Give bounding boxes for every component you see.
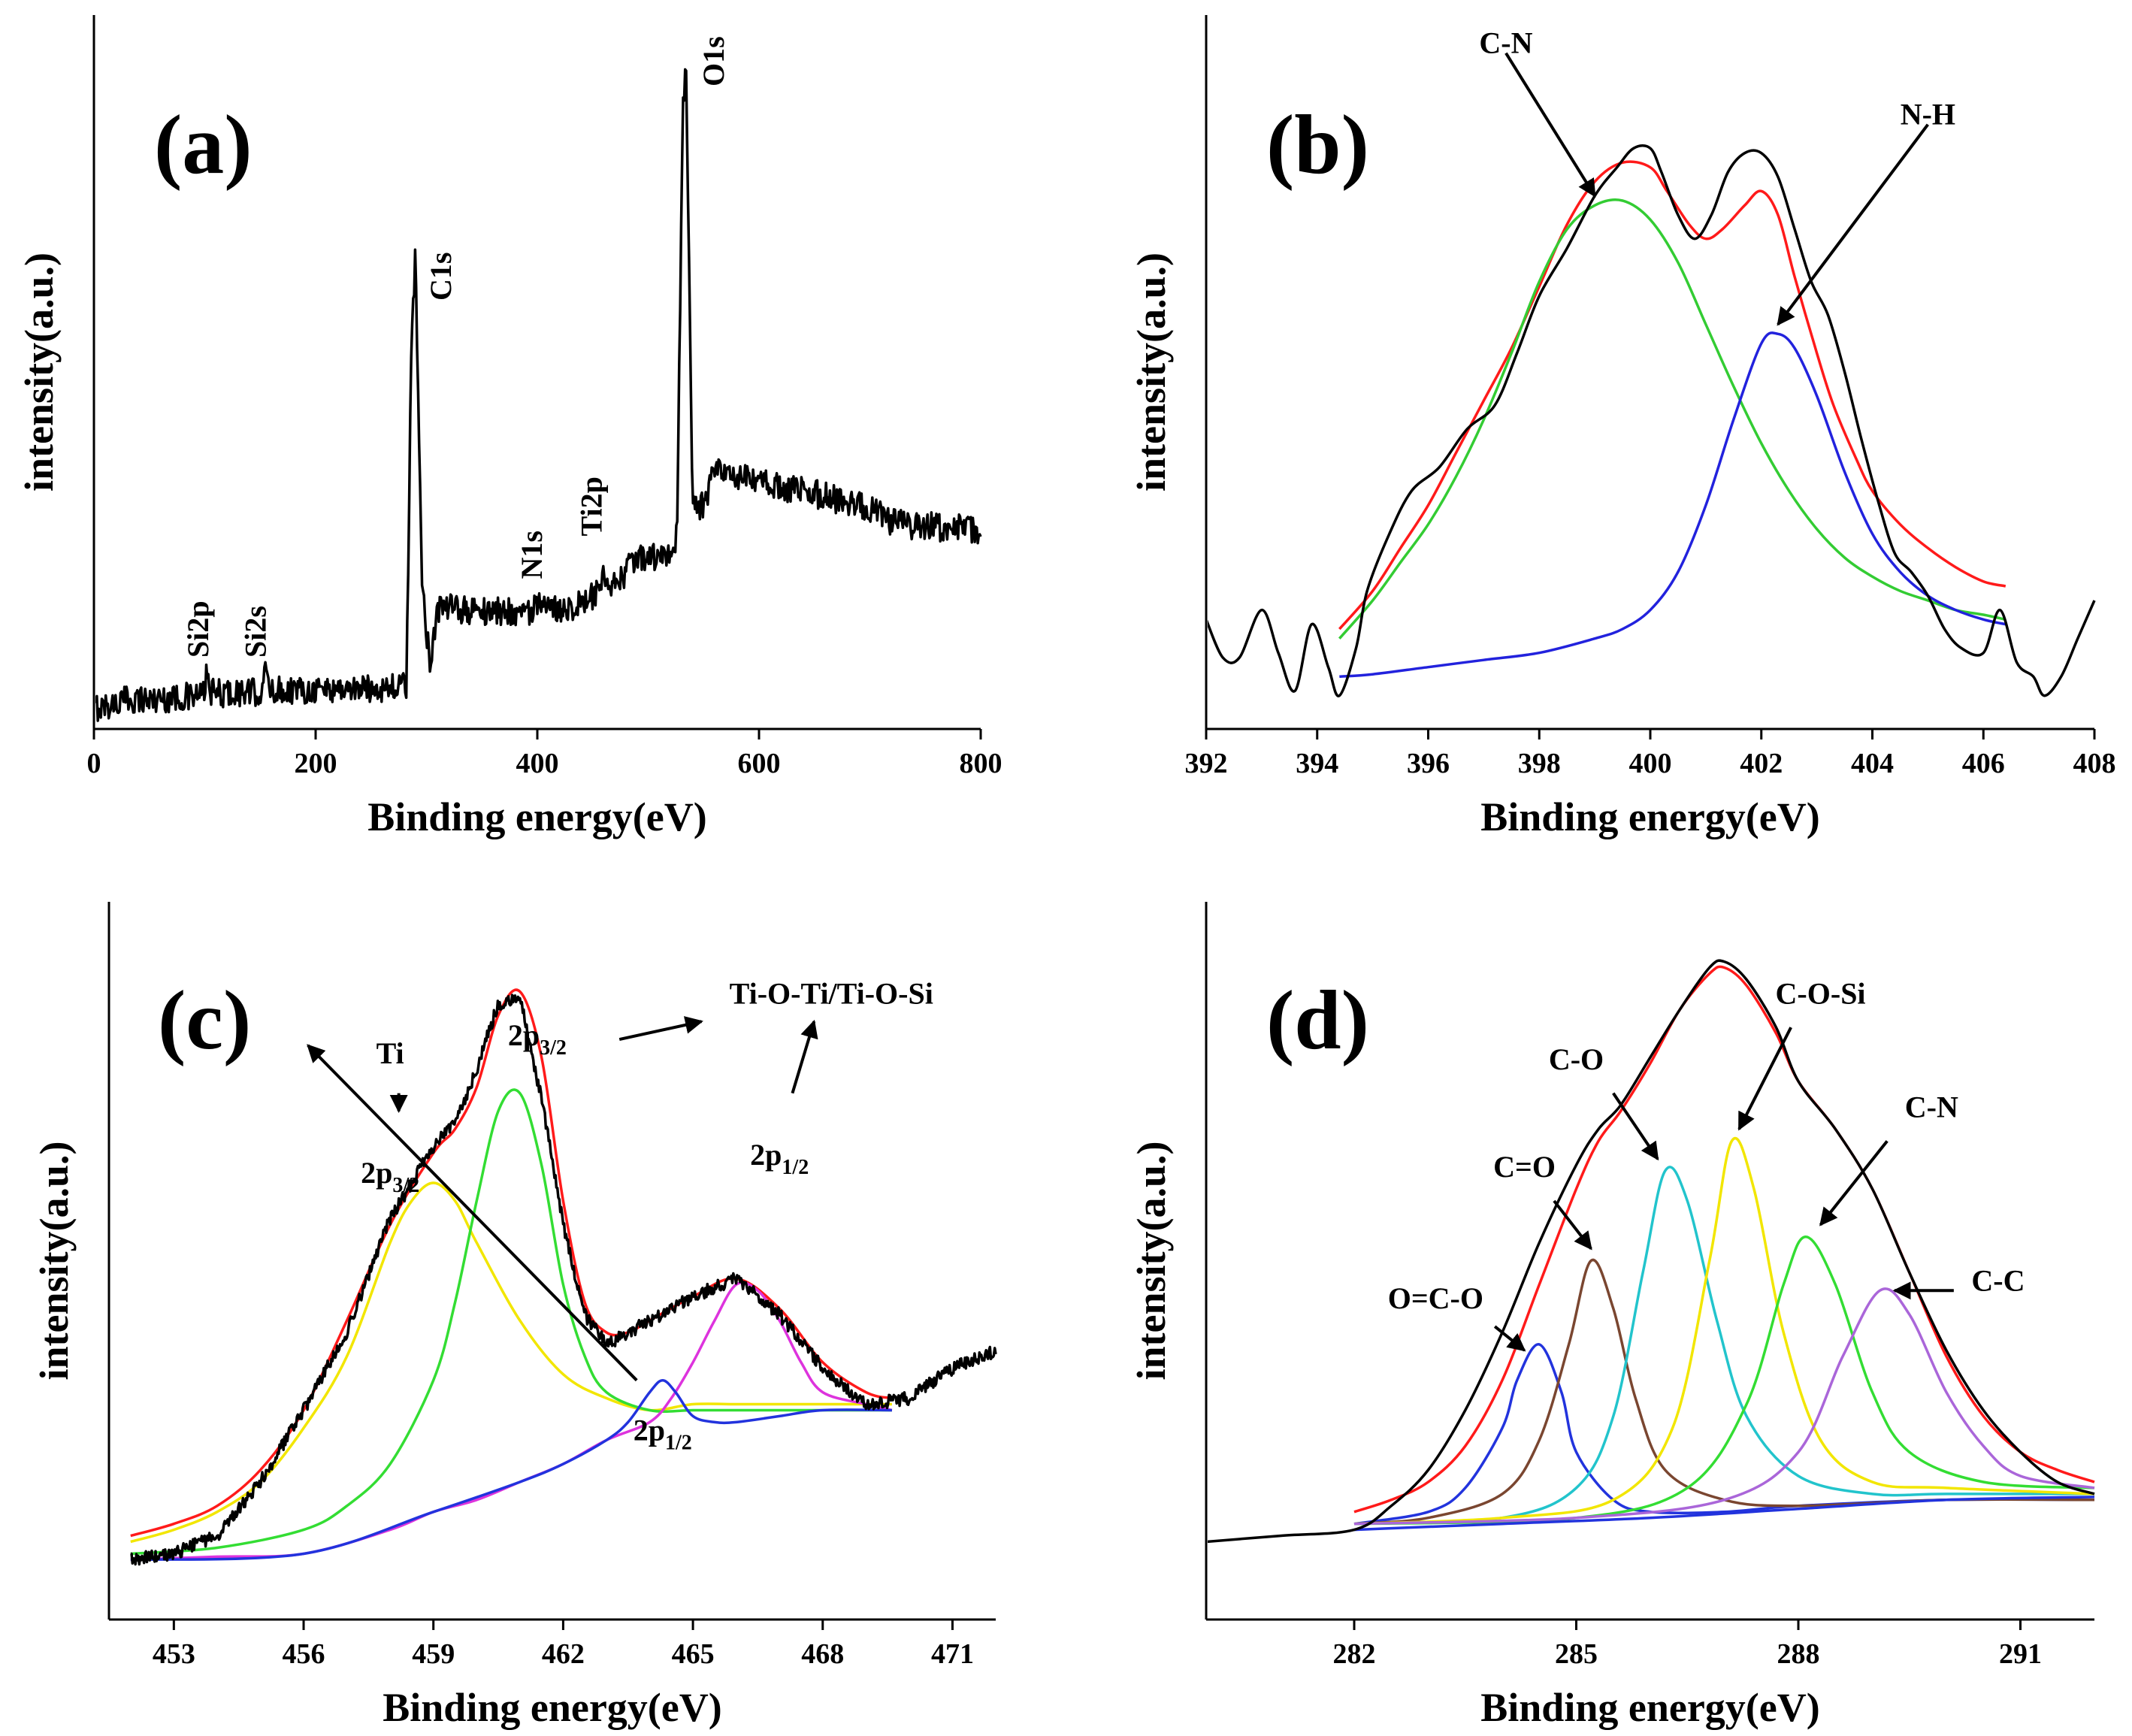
panel-a: 0 200 400 600 800 Binding energy(eV) intensity… xyxy=(17,15,1002,839)
x-tick-label: 600 xyxy=(738,748,781,779)
series-fit-envelope xyxy=(130,988,893,1538)
y-axis-title: intensity(a.u.) xyxy=(1129,1141,1174,1380)
annotation-label: Ti xyxy=(377,1036,404,1070)
series-o-c-o xyxy=(1353,1343,2095,1526)
series-baseline xyxy=(1353,1496,2095,1532)
panel-b: 392 394 396 398 400 402 404 406 408 Binding energ… xyxy=(1129,15,2116,839)
annotation-label: 2p1/2 xyxy=(750,1138,809,1179)
x-tick-label: 394 xyxy=(1296,748,1338,779)
annotation-label: N1s xyxy=(515,531,549,579)
annotation-label: 2p3/2 xyxy=(361,1156,419,1197)
series-fit-envelope xyxy=(1338,160,2006,631)
annotation-arrow xyxy=(618,1016,703,1041)
annotation-arrow xyxy=(1553,1199,1592,1251)
x-tick-label: 453 xyxy=(153,1638,195,1670)
series-raw xyxy=(1208,959,2095,1544)
x-tick-label: 456 xyxy=(283,1638,325,1670)
series-fit-envelope xyxy=(1353,965,2095,1514)
series-ti-2p1-2 xyxy=(130,1378,892,1562)
series-ti-o-2p3-2 xyxy=(130,1088,892,1556)
plot-area xyxy=(130,988,997,1566)
plot-area xyxy=(95,68,982,722)
annotation-label: C-O xyxy=(1549,1042,1604,1076)
panel-label: (d) xyxy=(1266,974,1369,1067)
annotation-arrow xyxy=(1493,1325,1526,1352)
series-c-n xyxy=(1353,1235,2095,1526)
series-raw xyxy=(1208,144,2096,697)
x-tick-label: 200 xyxy=(295,748,337,779)
plot-area xyxy=(1208,959,2095,1544)
annotation-label: O1s xyxy=(697,36,730,86)
panel-label: (c) xyxy=(158,974,251,1067)
x-tick-label: 400 xyxy=(516,748,559,779)
x-tick-label: 392 xyxy=(1185,748,1228,779)
annotation-label: 2p1/2 xyxy=(634,1413,692,1454)
annotation-label: Si2s xyxy=(239,606,273,658)
series-ti-o-2p1-2 xyxy=(130,1281,893,1562)
annotation-arrow xyxy=(1504,52,1596,198)
series-survey xyxy=(95,68,982,722)
x-tick-label: 0 xyxy=(87,748,101,779)
annotation-arrow xyxy=(1612,1092,1659,1161)
y-axis-title: intensity(a.u.) xyxy=(32,1141,77,1380)
x-tick-label: 471 xyxy=(931,1638,974,1670)
annotation-label: C-N xyxy=(1905,1090,1958,1124)
annotation-arrow xyxy=(1777,123,1929,326)
series-c-n-peak xyxy=(1338,198,2006,640)
x-tick-label: 285 xyxy=(1555,1638,1598,1670)
annotation-arrow xyxy=(1737,1027,1792,1131)
x-axis-title: Binding energy(eV) xyxy=(1480,1685,1820,1730)
annotation-label: C1s xyxy=(424,253,458,301)
x-tick-label: 402 xyxy=(1740,748,1783,779)
series-c-c xyxy=(1353,1287,2095,1526)
annotation-label: 2p3/2 xyxy=(508,1018,567,1060)
panel-label: (b) xyxy=(1266,98,1369,192)
annotation-label: Si2p xyxy=(181,600,215,658)
series-raw xyxy=(130,994,997,1566)
x-tick-label: 462 xyxy=(542,1638,585,1670)
x-tick-label: 465 xyxy=(672,1638,715,1670)
x-tick-label: 396 xyxy=(1407,748,1450,779)
annotation-arrow xyxy=(791,1019,818,1094)
panel-d: 282 285 288 291 Binding energy(eV) intensity(… xyxy=(1129,902,2095,1730)
panel-label: (a) xyxy=(154,98,253,192)
y-axis-title: intensity(a.u.) xyxy=(1129,253,1174,491)
series-ti-2p3-2 xyxy=(130,1181,892,1544)
x-tick-label: 459 xyxy=(412,1638,455,1670)
x-axis-title: Binding energy(eV) xyxy=(1480,794,1820,839)
x-tick-label: 406 xyxy=(1962,748,2005,779)
x-tick-label: 291 xyxy=(1999,1638,2042,1670)
annotation-arrow xyxy=(1819,1140,1889,1226)
series-c-o xyxy=(1353,1166,2094,1526)
annotation-label: C-O-Si xyxy=(1776,976,1866,1010)
annotation-label: C-N xyxy=(1479,26,1532,60)
panel-c: 453 456 459 462 465 468 471 Binding energy(eV) i… xyxy=(32,902,997,1730)
x-tick-label: 468 xyxy=(801,1638,844,1670)
annotation-label: Ti2p xyxy=(575,476,609,536)
y-axis-title: intensity(a.u.) xyxy=(17,253,62,491)
series-c-o-si xyxy=(1353,1136,2095,1526)
annotation-arrow xyxy=(307,1044,638,1382)
plot-area xyxy=(1208,144,2096,697)
x-tick-label: 408 xyxy=(2073,748,2116,779)
annotation-label: C-C xyxy=(1971,1263,2025,1297)
x-tick-label: 398 xyxy=(1518,748,1561,779)
x-tick-label: 404 xyxy=(1851,748,1894,779)
x-tick-label: 400 xyxy=(1629,748,1672,779)
annotation-label: Ti-O-Ti/Ti-O-Si xyxy=(730,976,933,1010)
x-tick-label: 800 xyxy=(960,748,1002,779)
x-axis-title: Binding energy(eV) xyxy=(383,1685,722,1730)
x-axis-title: Binding energy(eV) xyxy=(367,794,707,839)
series-n-h-peak xyxy=(1339,331,2006,679)
annotation-label: O=C-O xyxy=(1388,1281,1483,1315)
annotation-label: C=O xyxy=(1493,1150,1556,1184)
annotation-label: N-H xyxy=(1901,98,1955,132)
x-tick-label: 288 xyxy=(1777,1638,1820,1670)
x-tick-label: 282 xyxy=(1333,1638,1376,1670)
